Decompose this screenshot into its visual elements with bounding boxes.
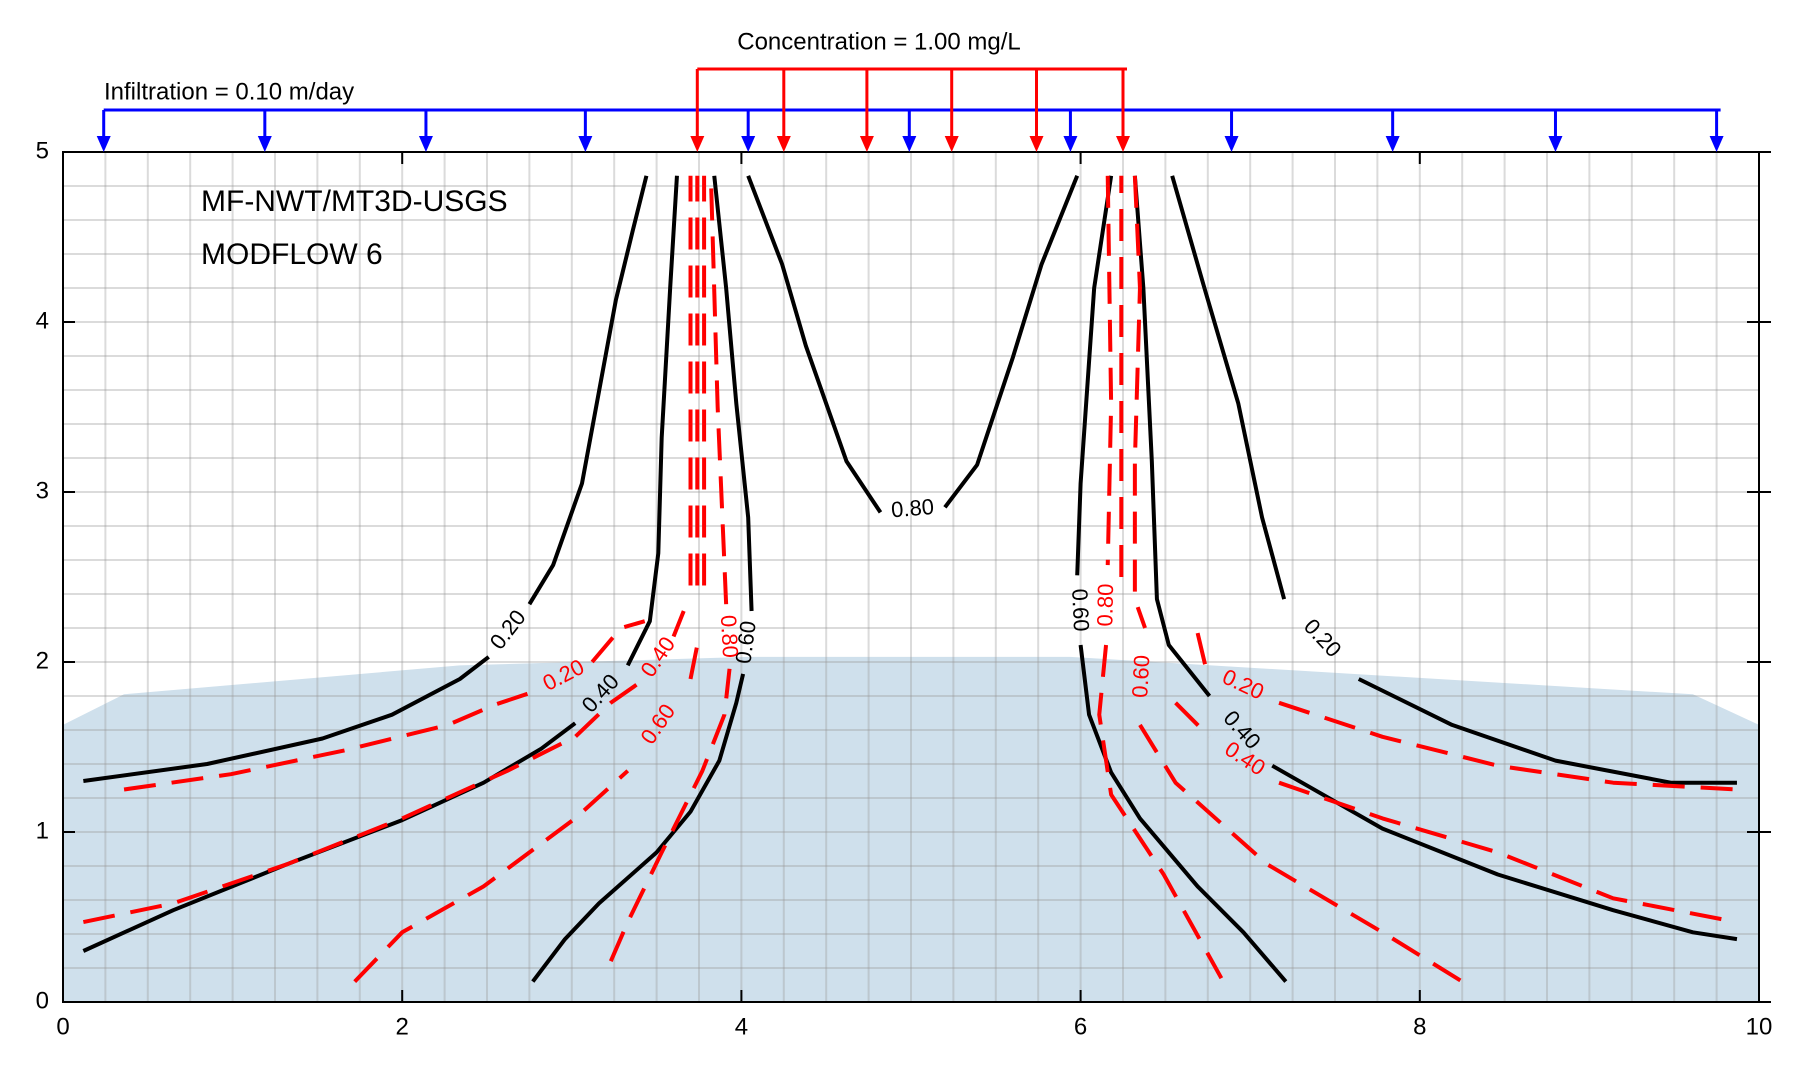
infiltration-arrow-head <box>1709 136 1724 152</box>
infiltration-arrow-head <box>1224 136 1239 152</box>
contour-line <box>608 175 732 962</box>
infiltration-arrow-head <box>902 136 917 152</box>
contour-line <box>83 175 649 783</box>
infiltration-arrow-head <box>1063 136 1078 152</box>
infiltration-label: Infiltration = 0.10 m/day <box>104 78 354 105</box>
x-tick-label: 6 <box>1074 1013 1087 1040</box>
infiltration-arrow-head <box>741 136 756 152</box>
infiltration-arrow-head <box>96 136 111 152</box>
contour-line <box>1132 175 1738 942</box>
contour-line <box>353 644 700 983</box>
contour-label: 0.60 <box>1127 654 1154 698</box>
legend-entry: MF-NWT/MT3D-USGS <box>201 185 508 218</box>
concentration-arrow-head <box>690 136 705 152</box>
x-tick-label: 4 <box>735 1013 748 1040</box>
x-tick-label: 10 <box>1746 1013 1773 1040</box>
y-tick-label: 1 <box>36 817 49 844</box>
concentration-arrow-head <box>944 136 959 152</box>
legend-entry: MODFLOW 6 <box>201 238 383 271</box>
contour-label: 0.20 <box>1299 614 1347 662</box>
infiltration-arrow-head <box>1385 136 1400 152</box>
contour-label: 0.80 <box>1092 583 1118 626</box>
contour-line <box>1174 701 1738 925</box>
contour-label: 0.20 <box>485 605 531 654</box>
contour-line <box>82 610 686 925</box>
contour-label: 0.80 <box>890 494 935 522</box>
contour-line <box>123 619 646 792</box>
plot-frame <box>62 151 1760 1003</box>
y-tick-label: 0 <box>36 987 49 1014</box>
x-tick-label: 2 <box>396 1013 409 1040</box>
contour-line <box>82 175 679 953</box>
infiltration-arrow-head <box>418 136 433 152</box>
x-tick-label: 0 <box>56 1013 69 1040</box>
contour-line <box>1097 175 1224 980</box>
concentration-arrow-head <box>859 136 874 152</box>
contour-line <box>746 175 1080 514</box>
concentration-arrow-head <box>1116 136 1130 152</box>
saturated-area <box>63 656 1759 1002</box>
infiltration-arrow-head <box>257 136 272 152</box>
contour-line <box>1075 175 1288 983</box>
contour-line <box>531 175 754 983</box>
infiltration-arrow-head <box>578 136 593 152</box>
y-tick-label: 5 <box>36 137 49 164</box>
x-tick-label: 8 <box>1413 1013 1426 1040</box>
concentration-arrow-head <box>776 136 791 152</box>
contour-line <box>1170 175 1737 785</box>
concentration-label: Concentration = 1.00 mg/L <box>737 28 1021 55</box>
y-tick-label: 3 <box>36 477 49 504</box>
contour-line <box>1195 632 1738 792</box>
infiltration-arrow-head <box>1548 136 1563 152</box>
concentration-arrow-head <box>1029 136 1044 152</box>
contour-line <box>1132 175 1464 984</box>
contour-label: 0.60 <box>730 619 760 665</box>
y-tick-label: 2 <box>36 647 49 674</box>
contour-label: 0.80 <box>716 614 743 658</box>
y-tick-label: 4 <box>36 307 49 334</box>
contour-label: 0.60 <box>1067 588 1094 632</box>
